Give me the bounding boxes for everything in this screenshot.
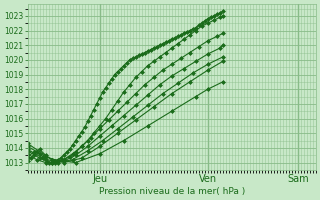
X-axis label: Pression niveau de la mer( hPa ): Pression niveau de la mer( hPa ) bbox=[99, 187, 245, 196]
